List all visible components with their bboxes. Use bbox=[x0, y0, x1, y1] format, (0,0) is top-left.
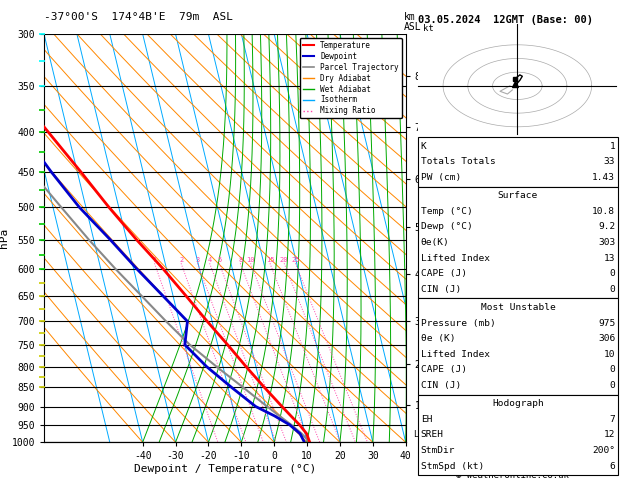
Text: 2: 2 bbox=[179, 258, 183, 263]
Text: 33: 33 bbox=[604, 157, 615, 166]
Text: θe (K): θe (K) bbox=[421, 334, 455, 343]
Text: © weatheronline.co.uk: © weatheronline.co.uk bbox=[456, 471, 569, 480]
Text: 3: 3 bbox=[196, 258, 199, 263]
Text: 0: 0 bbox=[610, 381, 615, 390]
Text: Pressure (mb): Pressure (mb) bbox=[421, 319, 496, 328]
Text: 975: 975 bbox=[598, 319, 615, 328]
Text: Hodograph: Hodograph bbox=[492, 399, 544, 408]
Text: 303: 303 bbox=[598, 238, 615, 247]
Text: PW (cm): PW (cm) bbox=[421, 173, 461, 182]
Legend: Temperature, Dewpoint, Parcel Trajectory, Dry Adiabat, Wet Adiabat, Isotherm, Mi: Temperature, Dewpoint, Parcel Trajectory… bbox=[299, 38, 402, 119]
Text: 1: 1 bbox=[610, 142, 615, 151]
Text: 1.43: 1.43 bbox=[592, 173, 615, 182]
Text: 1: 1 bbox=[152, 258, 157, 263]
Text: 25: 25 bbox=[291, 258, 299, 263]
Text: 9.2: 9.2 bbox=[598, 223, 615, 231]
Y-axis label: hPa: hPa bbox=[0, 228, 9, 248]
Text: LCL: LCL bbox=[413, 430, 428, 439]
Text: 10: 10 bbox=[604, 350, 615, 359]
Text: km: km bbox=[404, 12, 416, 22]
Text: ASL: ASL bbox=[404, 21, 421, 32]
Text: StmSpd (kt): StmSpd (kt) bbox=[421, 462, 484, 470]
Text: 200°: 200° bbox=[592, 446, 615, 455]
Text: Surface: Surface bbox=[498, 191, 538, 200]
Text: StmDir: StmDir bbox=[421, 446, 455, 455]
Text: -37°00'S  174°4B'E  79m  ASL: -37°00'S 174°4B'E 79m ASL bbox=[44, 12, 233, 22]
Text: 0: 0 bbox=[610, 269, 615, 278]
Text: 4: 4 bbox=[208, 258, 212, 263]
Text: 10: 10 bbox=[247, 258, 255, 263]
Text: CIN (J): CIN (J) bbox=[421, 381, 461, 390]
Text: Most Unstable: Most Unstable bbox=[481, 303, 555, 312]
Text: Lifted Index: Lifted Index bbox=[421, 350, 490, 359]
Text: Totals Totals: Totals Totals bbox=[421, 157, 496, 166]
Text: 306: 306 bbox=[598, 334, 615, 343]
Text: 03.05.2024  12GMT (Base: 00): 03.05.2024 12GMT (Base: 00) bbox=[418, 15, 593, 25]
Text: 20: 20 bbox=[280, 258, 289, 263]
Text: 6: 6 bbox=[610, 462, 615, 470]
Text: CIN (J): CIN (J) bbox=[421, 285, 461, 294]
X-axis label: Dewpoint / Temperature (°C): Dewpoint / Temperature (°C) bbox=[134, 464, 316, 474]
Text: CAPE (J): CAPE (J) bbox=[421, 269, 467, 278]
Text: 0: 0 bbox=[610, 365, 615, 374]
Text: kt: kt bbox=[423, 24, 434, 33]
Text: θe(K): θe(K) bbox=[421, 238, 450, 247]
Text: SREH: SREH bbox=[421, 431, 444, 439]
Text: CAPE (J): CAPE (J) bbox=[421, 365, 467, 374]
Text: 15: 15 bbox=[265, 258, 274, 263]
Text: Temp (°C): Temp (°C) bbox=[421, 207, 472, 216]
Text: 7: 7 bbox=[610, 415, 615, 424]
Text: 5: 5 bbox=[217, 258, 221, 263]
Text: 8: 8 bbox=[238, 258, 242, 263]
Text: 12: 12 bbox=[604, 431, 615, 439]
Text: 0: 0 bbox=[610, 285, 615, 294]
Text: 10.8: 10.8 bbox=[592, 207, 615, 216]
Text: K: K bbox=[421, 142, 426, 151]
Text: 13: 13 bbox=[604, 254, 615, 262]
Text: Lifted Index: Lifted Index bbox=[421, 254, 490, 262]
Text: EH: EH bbox=[421, 415, 432, 424]
Y-axis label: Mixing Ratio (g/kg): Mixing Ratio (g/kg) bbox=[427, 182, 437, 294]
Text: Dewp (°C): Dewp (°C) bbox=[421, 223, 472, 231]
